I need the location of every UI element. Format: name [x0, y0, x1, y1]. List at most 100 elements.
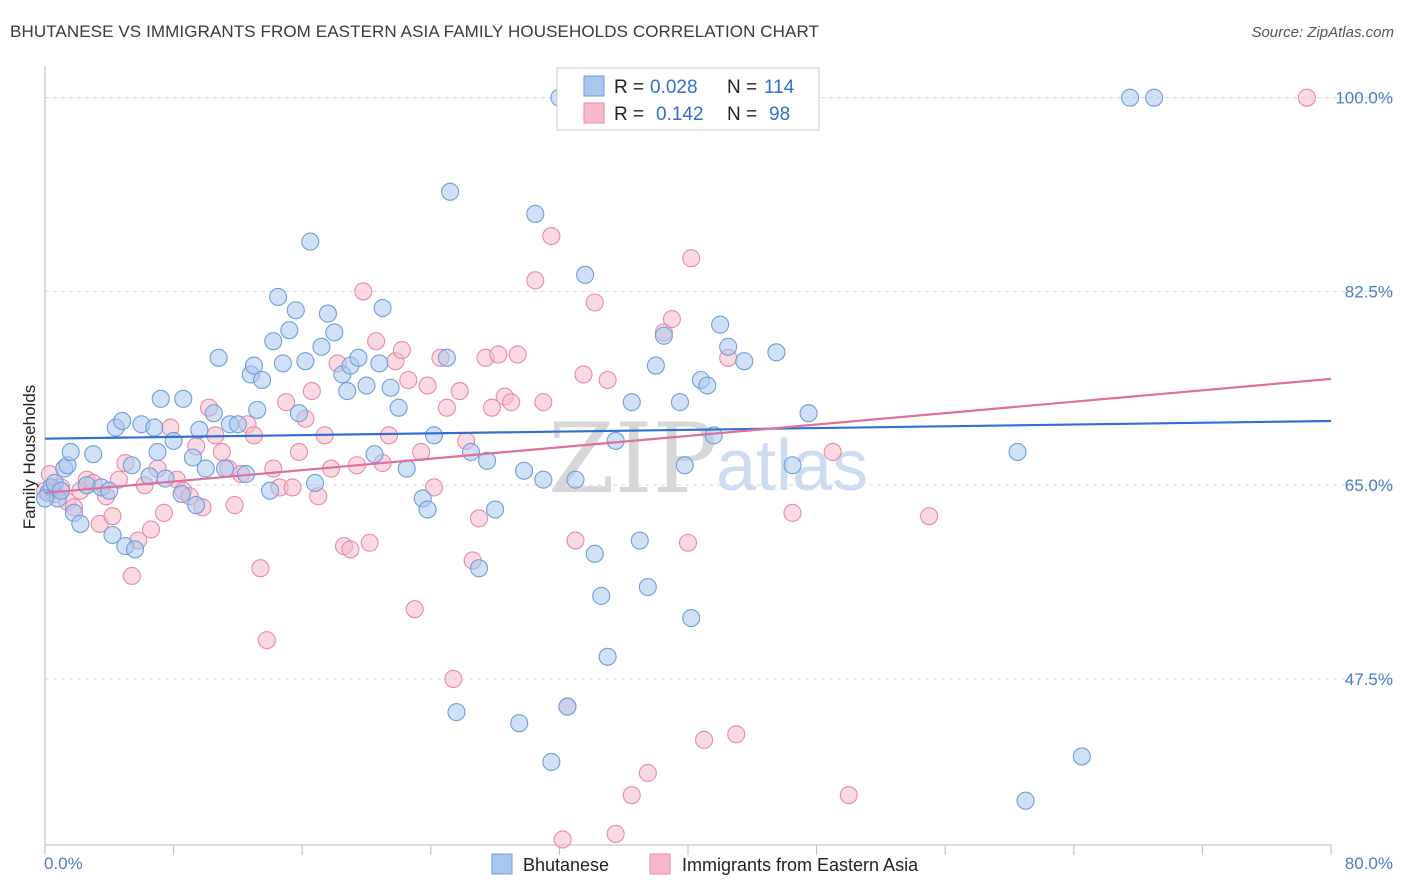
point-blue-61 [365, 445, 384, 464]
point-blue-81 [542, 752, 561, 772]
bottom-legend-label-immigrants: Immigrants from Eastern Asia [682, 855, 919, 875]
point-blue-62 [370, 354, 389, 373]
y-axis-label: Family Households [20, 385, 39, 530]
axes [44, 66, 1332, 855]
point-blue-94 [654, 326, 673, 345]
legend-r-label-1: R = [614, 104, 644, 125]
point-blue-66 [397, 459, 416, 478]
point-pink-58 [412, 442, 431, 462]
point-blue-59 [349, 348, 368, 367]
top-legend: R = 0.028 N = 114 R = 0.142 N = 98 [556, 67, 820, 131]
point-pink-60 [424, 478, 444, 497]
trend-line-pink [44, 377, 1332, 495]
point-pink-76 [542, 227, 561, 246]
point-pink-82 [598, 370, 617, 390]
point-pink-94 [823, 442, 842, 462]
point-blue-104 [767, 343, 786, 362]
point-blue-46 [273, 354, 292, 373]
point-pink-88 [678, 533, 698, 552]
point-pink-13 [122, 566, 141, 586]
point-blue-23 [148, 442, 167, 462]
point-blue-57 [338, 382, 357, 401]
point-blue-69 [424, 426, 444, 445]
bottom-legend-swatch-immigrants [649, 853, 671, 875]
point-pink-84 [622, 786, 641, 805]
point-blue-87 [592, 586, 611, 605]
point-pink-41 [302, 382, 321, 401]
point-pink-56 [399, 370, 418, 390]
point-blue-52 [306, 473, 325, 493]
point-pink-87 [662, 310, 681, 329]
point-blue-48 [286, 301, 305, 320]
point-blue-19 [125, 540, 145, 559]
y-tick-label-3: 100.0% [1335, 89, 1393, 108]
watermark-zip: ZIP [548, 403, 717, 515]
point-blue-16 [113, 411, 132, 431]
point-pink-67 [469, 509, 489, 528]
point-pink-57 [405, 600, 424, 619]
point-blue-51 [301, 232, 320, 251]
point-pink-18 [154, 503, 174, 522]
y-tick-labels: 47.5% 65.0% 82.5% 100.0% [1335, 89, 1393, 689]
point-pink-63 [444, 669, 463, 688]
point-pink-50 [360, 533, 379, 552]
point-blue-73 [461, 442, 481, 462]
point-pink-27 [212, 442, 231, 462]
point-pink-37 [277, 393, 296, 412]
x-tick-label-max: 80.0% [1345, 854, 1393, 873]
point-pink-73 [508, 345, 527, 364]
point-pink-83 [606, 824, 625, 843]
point-blue-76 [486, 500, 505, 519]
point-blue-45 [269, 287, 288, 307]
point-blue-93 [646, 356, 665, 375]
point-blue-7 [61, 442, 80, 462]
point-blue-33 [204, 404, 223, 423]
point-blue-96 [675, 456, 694, 475]
point-blue-14 [103, 525, 122, 545]
point-blue-90 [622, 393, 641, 412]
bottom-legend-swatch-bhutanese [491, 853, 513, 875]
point-pink-51 [367, 332, 386, 351]
point-pink-29 [225, 496, 244, 515]
point-pink-33 [251, 559, 270, 578]
legend-n-label-0: N = [727, 77, 757, 98]
point-blue-44 [264, 332, 283, 351]
bottom-legend-label-bhutanese: Bhutanese [523, 855, 609, 875]
point-blue-47 [280, 321, 299, 340]
point-pink-92 [727, 725, 746, 744]
point-blue-9 [71, 514, 90, 533]
point-blue-88 [598, 647, 617, 666]
legend-swatch-immigrants [583, 102, 605, 124]
point-pink-95 [839, 786, 858, 805]
point-pink-59 [418, 376, 437, 395]
point-blue-71 [441, 182, 460, 201]
point-blue-112 [35, 489, 55, 508]
point-blue-50 [296, 352, 315, 371]
point-pink-64 [450, 382, 469, 401]
point-blue-103 [735, 352, 754, 371]
point-blue-49 [289, 404, 309, 423]
point-blue-74 [469, 559, 489, 578]
point-pink-74 [526, 271, 545, 290]
legend-r-label-0: R = [614, 77, 644, 98]
point-blue-27 [172, 484, 191, 504]
point-blue-109 [1016, 791, 1035, 810]
y-tick-label-1: 65.0% [1345, 476, 1393, 495]
point-pink-96 [1297, 88, 1316, 107]
point-pink-70 [489, 345, 508, 364]
point-blue-102 [719, 337, 738, 356]
point-pink-69 [482, 398, 501, 417]
point-pink-90 [695, 730, 714, 749]
point-blue-111 [1008, 442, 1027, 462]
point-blue-31 [190, 420, 209, 439]
legend-n-value-1: 98 [769, 104, 790, 125]
trend-line-blue [44, 419, 1332, 440]
point-pink-85 [638, 763, 657, 783]
point-blue-101 [711, 315, 730, 334]
point-blue-68 [418, 500, 437, 519]
point-blue-105 [783, 456, 802, 475]
point-blue-40 [244, 356, 264, 375]
point-blue-85 [576, 265, 595, 284]
legend-r-value-1: 0.142 [656, 104, 704, 125]
